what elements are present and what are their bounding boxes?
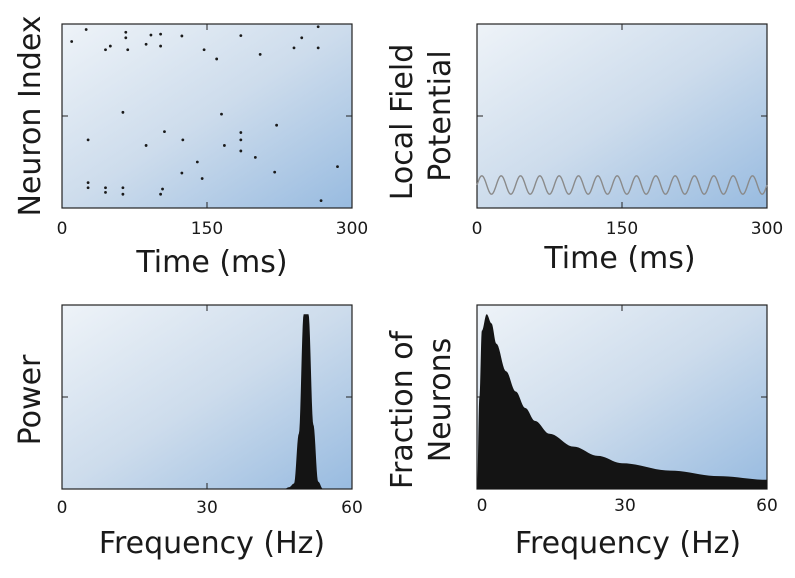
spike-point xyxy=(124,36,128,40)
lfp-ylabel-line1: Local Field xyxy=(385,44,420,201)
spike-point xyxy=(253,156,257,159)
spike-point xyxy=(104,48,107,52)
spike-point xyxy=(180,34,184,38)
spike-point xyxy=(239,149,243,153)
spike-point xyxy=(124,30,128,34)
distribution-area xyxy=(477,314,767,489)
spike-point xyxy=(258,52,262,56)
raster-points xyxy=(70,25,339,203)
spike-point xyxy=(121,192,125,196)
spike-point xyxy=(316,25,320,29)
spike-point xyxy=(161,187,164,191)
spike-point xyxy=(104,186,107,190)
distribution-xtick-60: 60 xyxy=(756,496,778,516)
distribution-ylabel-line2: Neurons xyxy=(423,338,458,463)
raster-plot-area xyxy=(61,23,353,209)
lfp-xtick-150: 150 xyxy=(606,219,638,239)
raster-panel: 0 150 300 Time (ms) Neuron Index xyxy=(13,15,368,280)
spike-point xyxy=(292,46,296,50)
spike-point xyxy=(70,40,74,43)
spike-point xyxy=(159,44,163,48)
power-peak xyxy=(284,314,323,489)
lfp-plot-area xyxy=(476,23,768,209)
power-xlabel: Frequency (Hz) xyxy=(99,526,325,561)
raster-xtick-150: 150 xyxy=(191,219,223,239)
power-ylabel: Power xyxy=(13,354,48,445)
distribution-xtick-30: 30 xyxy=(614,496,636,516)
spike-point xyxy=(273,170,277,174)
lfp-xlabel: Time (ms) xyxy=(543,241,695,276)
power-xtick-30: 30 xyxy=(196,498,218,518)
lfp-ticks xyxy=(476,24,768,208)
spike-point xyxy=(220,112,223,116)
spike-point xyxy=(316,46,320,50)
spike-point xyxy=(223,144,226,147)
distribution-xtick-0: 0 xyxy=(477,496,488,516)
raster-xtick-300: 300 xyxy=(336,219,368,239)
spike-point xyxy=(181,138,185,142)
spike-point xyxy=(195,160,199,164)
spike-point xyxy=(319,199,323,203)
distribution-xlabel: Frequency (Hz) xyxy=(515,526,741,561)
lfp-trace xyxy=(476,175,768,195)
spike-point xyxy=(144,144,148,147)
spike-point xyxy=(159,32,163,36)
spike-point xyxy=(239,34,243,37)
spike-point xyxy=(336,165,339,169)
spike-point xyxy=(104,190,107,194)
spike-point xyxy=(121,110,125,114)
spike-point xyxy=(163,130,166,134)
spike-point xyxy=(121,186,125,190)
spike-point xyxy=(86,138,90,142)
power-xtick-0: 0 xyxy=(57,498,68,518)
power-panel: 0 30 60 Frequency (Hz) Power xyxy=(13,304,363,561)
spike-point xyxy=(108,44,112,48)
spike-point xyxy=(86,181,90,185)
lfp-xtick-300: 300 xyxy=(751,219,783,239)
distribution-panel: 0 30 60 Frequency (Hz) Fraction of Neuro… xyxy=(385,304,778,561)
spike-point xyxy=(300,36,304,40)
spike-point xyxy=(84,28,88,31)
spike-point xyxy=(200,177,204,180)
raster-ticks xyxy=(61,24,353,208)
spike-point xyxy=(215,57,219,61)
distribution-ylabel-line1: Fraction of xyxy=(385,329,420,489)
spike-point xyxy=(202,48,206,52)
spike-point xyxy=(239,138,243,142)
lfp-xtick-0: 0 xyxy=(472,219,483,239)
spike-point xyxy=(86,186,90,190)
spike-point xyxy=(144,42,148,46)
spike-point xyxy=(239,131,243,134)
power-xtick-60: 60 xyxy=(341,498,363,518)
raster-xtick-0: 0 xyxy=(57,219,68,239)
spike-point xyxy=(159,192,163,196)
lfp-ylabel-line2: Potential xyxy=(423,50,458,181)
lfp-panel: 0 150 300 Time (ms) Local Field Potentia… xyxy=(385,23,783,276)
raster-xlabel: Time (ms) xyxy=(135,245,287,280)
spike-point xyxy=(126,48,130,52)
raster-ylabel: Neuron Index xyxy=(13,15,48,216)
power-ticks xyxy=(61,305,353,489)
spike-point xyxy=(180,171,184,175)
spike-point xyxy=(149,33,153,37)
spike-point xyxy=(275,123,278,127)
